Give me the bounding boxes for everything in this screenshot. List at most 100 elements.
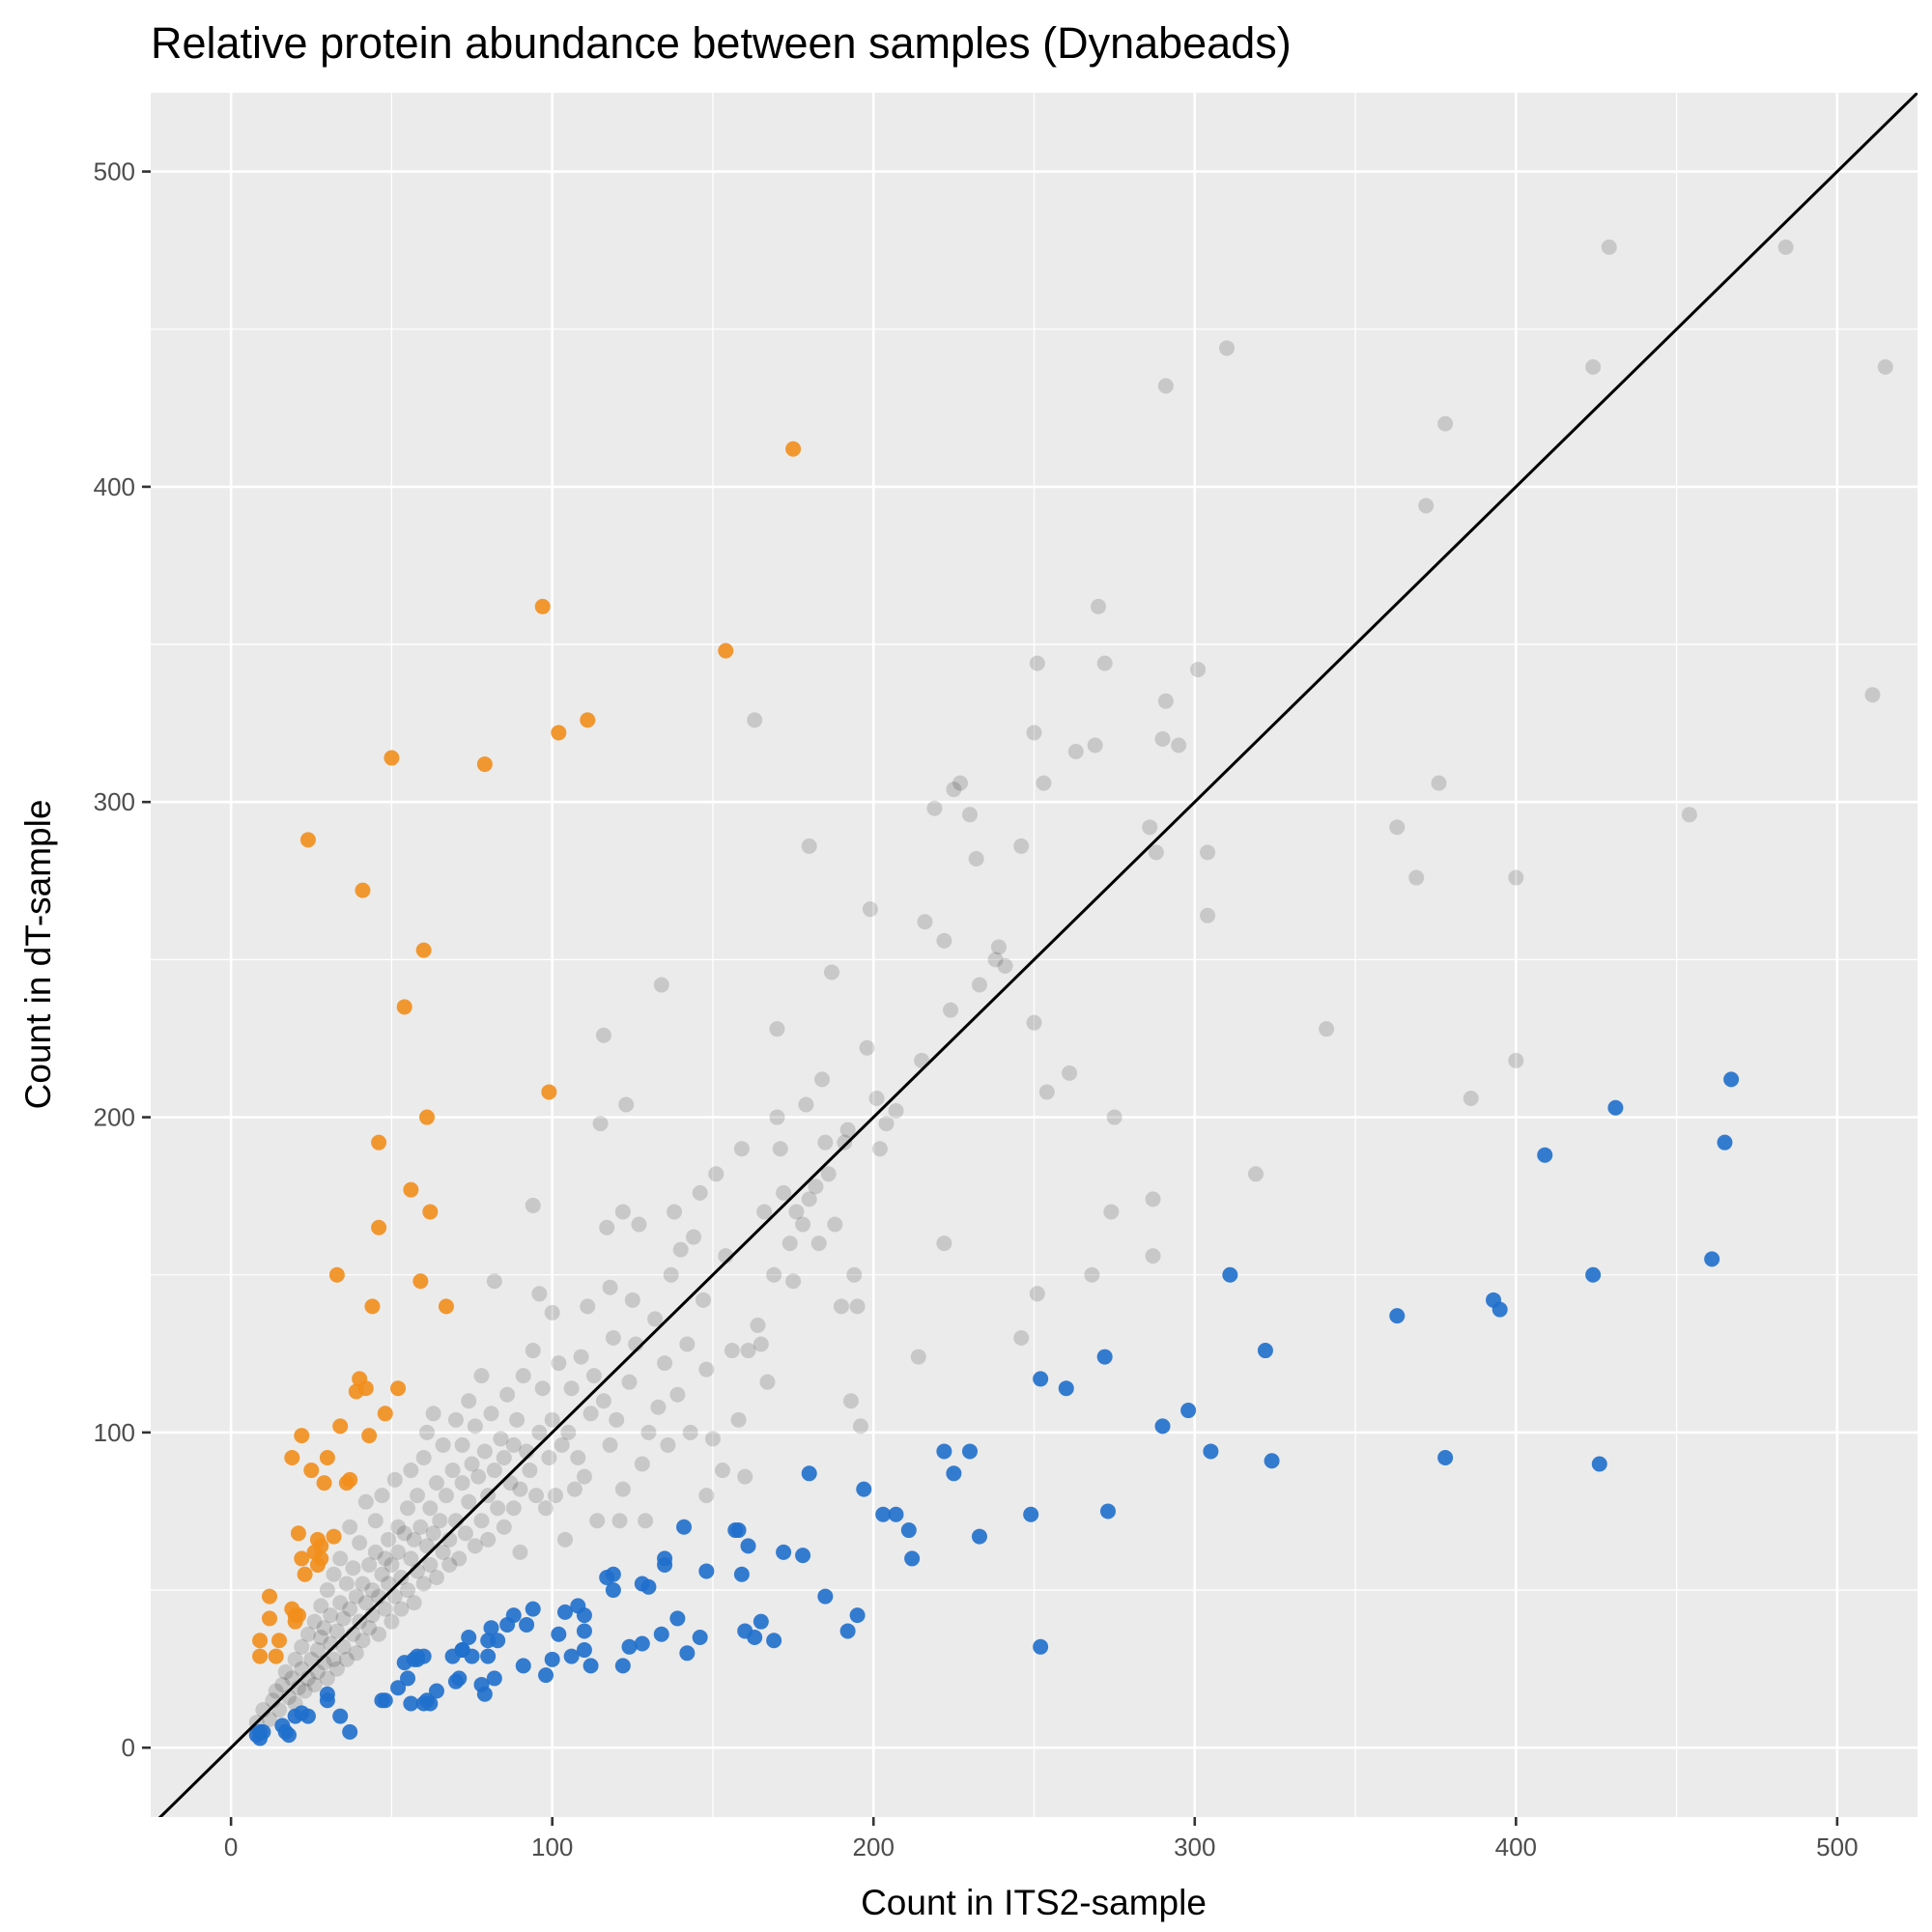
data-point [1013, 1329, 1030, 1346]
data-point [695, 1292, 711, 1308]
data-point [515, 1658, 531, 1674]
data-point [1508, 869, 1524, 886]
data-point [650, 1399, 667, 1415]
data-point [313, 1598, 329, 1614]
data-point [381, 1531, 397, 1548]
data-point [480, 1648, 497, 1664]
data-point [624, 1292, 640, 1308]
data-point [1145, 1248, 1161, 1264]
data-point [968, 850, 984, 867]
data-point [753, 1613, 769, 1630]
data-point [904, 1550, 921, 1567]
data-point [862, 901, 878, 918]
data-point [1154, 1418, 1171, 1435]
data-point [634, 1456, 650, 1472]
data-point [490, 1500, 506, 1517]
data-point [277, 1663, 294, 1680]
data-point [461, 1629, 477, 1645]
data-point [566, 1481, 582, 1497]
data-point [371, 1219, 387, 1236]
data-point [390, 1680, 407, 1696]
x-axis-title: Count in ITS2-sample [861, 1883, 1207, 1922]
data-point [849, 1298, 866, 1315]
data-point [667, 1204, 683, 1220]
data-point [361, 1556, 378, 1573]
data-point [371, 1626, 387, 1642]
data-point [592, 1116, 609, 1132]
data-point [776, 1184, 792, 1201]
data-point [618, 1096, 635, 1113]
data-point [750, 1317, 766, 1333]
data-point [1704, 1251, 1720, 1267]
data-point [326, 1528, 342, 1545]
y-tick-label: 300 [94, 787, 135, 816]
data-point [698, 1361, 715, 1378]
data-point [422, 1556, 439, 1573]
data-point [438, 1488, 454, 1504]
data-point [946, 1465, 962, 1482]
data-point [1607, 1099, 1624, 1116]
data-point [390, 1380, 407, 1397]
data-point [759, 1374, 776, 1390]
data-point [262, 1588, 278, 1605]
data-point [563, 1648, 580, 1664]
data-point [1408, 869, 1425, 886]
data-point [410, 1488, 426, 1504]
chart-title: Relative protein abundance between sampl… [151, 18, 1292, 68]
data-point [316, 1475, 332, 1492]
data-point [538, 1667, 554, 1684]
data-point [679, 1336, 696, 1352]
data-point [698, 1488, 715, 1504]
data-point [515, 1368, 531, 1384]
data-point [669, 1386, 686, 1403]
data-point [638, 1513, 654, 1529]
data-point [367, 1544, 384, 1560]
data-point [294, 1638, 310, 1655]
data-point [328, 1661, 345, 1677]
data-point [1222, 1266, 1238, 1283]
data-point [435, 1436, 451, 1453]
data-point [576, 1468, 592, 1485]
data-point [1026, 1014, 1042, 1031]
data-point [476, 1443, 493, 1460]
data-point [451, 1670, 468, 1687]
data-point [961, 1443, 978, 1460]
data-point [454, 1436, 470, 1453]
data-point [332, 1550, 349, 1567]
data-point [473, 1368, 490, 1384]
data-point [390, 1519, 407, 1535]
data-point [1157, 378, 1174, 394]
data-point [554, 1436, 570, 1453]
data-point [849, 1607, 866, 1624]
data-point [483, 1620, 499, 1636]
data-point [1537, 1147, 1553, 1163]
data-point [284, 1449, 300, 1465]
data-point [946, 781, 962, 798]
data-point [672, 1241, 689, 1258]
data-point [605, 1582, 621, 1599]
data-point [326, 1566, 342, 1582]
y-tick-label: 100 [94, 1418, 135, 1447]
data-point [364, 1582, 381, 1599]
data-point [313, 1550, 329, 1567]
x-tick-label: 100 [531, 1833, 573, 1861]
data-point [355, 1576, 371, 1592]
data-point [476, 1686, 493, 1702]
data-point [332, 1418, 349, 1435]
data-point [810, 1236, 827, 1252]
data-point [1058, 1380, 1074, 1397]
data-point [1096, 655, 1113, 671]
data-point [997, 957, 1013, 974]
data-point [418, 1424, 435, 1440]
data-point [823, 964, 839, 980]
data-point [252, 1648, 269, 1664]
data-point [271, 1633, 288, 1649]
data-point [454, 1475, 470, 1492]
data-point [528, 1488, 545, 1504]
data-point [551, 724, 567, 741]
data-point [490, 1633, 506, 1649]
data-point [316, 1620, 332, 1636]
data-point [621, 1374, 638, 1390]
data-point [428, 1475, 444, 1492]
